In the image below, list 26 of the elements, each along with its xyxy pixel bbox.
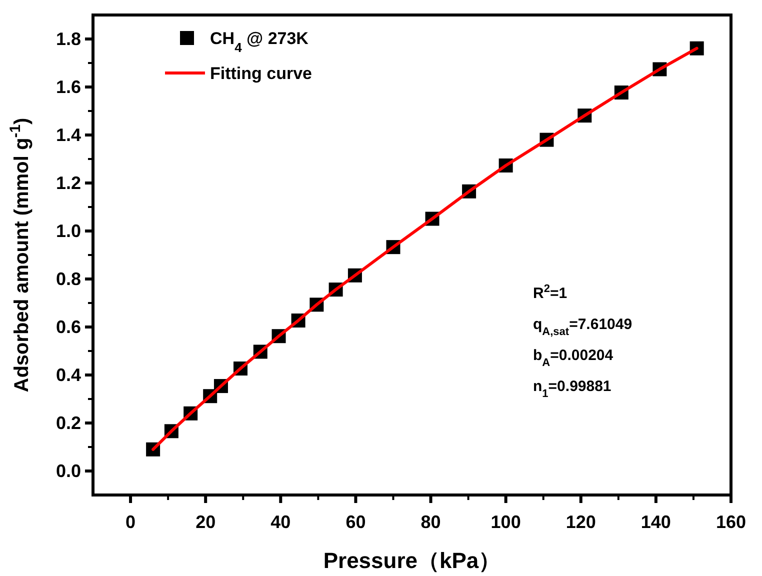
x-tick-label: 60	[346, 512, 366, 532]
x-tick-label: 140	[640, 512, 671, 532]
x-tick-label: 40	[270, 512, 291, 532]
y-tick-label: 1.4	[56, 125, 81, 145]
annotation: b$_{A}$=0.00204	[533, 347, 614, 369]
x-tick-label: 80	[420, 512, 441, 532]
y-tick-label: 0.6	[56, 317, 81, 337]
annotation: n$_{1}$=0.99881	[533, 378, 612, 400]
x-tick-label: 0	[126, 512, 136, 532]
y-tick-label: 1.6	[56, 77, 81, 97]
x-tick-label: 160	[716, 512, 746, 532]
x-tick-label: 20	[196, 512, 216, 532]
y-tick-label: 0.2	[56, 413, 81, 433]
annotation: q$_{A,sat}$=7.61049	[533, 316, 632, 338]
y-tick-label: 1.8	[56, 29, 81, 49]
x-axis-title: Pressure（kPa）	[323, 548, 501, 573]
x-tick-label: 100	[490, 512, 521, 532]
y-tick-label: 0.8	[56, 269, 81, 289]
y-tick-label: 1.2	[56, 173, 81, 193]
x-tick-label: 120	[566, 512, 596, 532]
y-tick-label: 0.0	[56, 461, 81, 481]
legend-label: Fitting curve	[210, 64, 312, 83]
legend-label: CH$_{4}$ @ 273K	[210, 29, 310, 54]
y-tick-label: 0.4	[56, 365, 81, 385]
y-tick-label: 1.0	[56, 221, 81, 241]
annotation: R$^{2}$=1	[533, 283, 568, 302]
